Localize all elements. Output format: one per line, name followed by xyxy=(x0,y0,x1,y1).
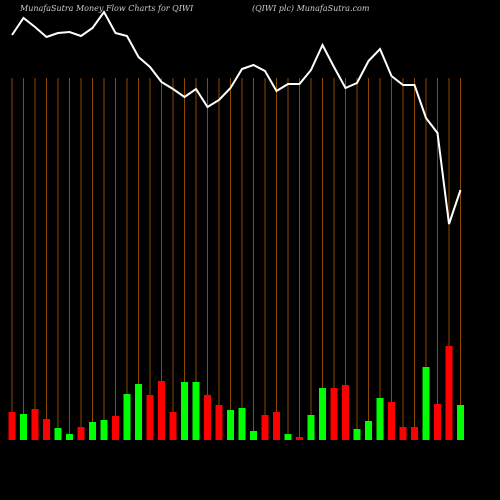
price-line xyxy=(11,10,462,225)
volume-bar xyxy=(330,388,338,440)
volume-bar xyxy=(422,367,430,440)
volume-bar xyxy=(365,421,372,440)
volume-bar xyxy=(100,420,108,440)
volume-bar xyxy=(123,394,131,440)
volume-bar xyxy=(376,398,384,440)
volume-bar xyxy=(399,427,407,440)
volume-bar xyxy=(227,410,234,440)
volume-bar xyxy=(135,384,142,440)
volume-bar xyxy=(296,437,303,440)
volume-bar xyxy=(261,415,269,440)
volume-bar xyxy=(31,409,39,440)
volume-bar xyxy=(112,416,119,440)
volume-bar xyxy=(411,427,418,440)
volume-bar xyxy=(204,395,211,440)
volume-bar xyxy=(342,385,349,440)
volume-bar xyxy=(146,395,154,440)
volume-bar xyxy=(43,419,50,440)
chart-title: MunafaSutra Money Flow Charts for QIWI xyxy=(19,4,194,13)
volume-bar xyxy=(284,434,292,440)
volume-bar xyxy=(192,382,200,440)
volume-bar xyxy=(388,402,395,440)
volume-bar xyxy=(319,388,326,440)
volume-bar xyxy=(20,414,27,440)
volume-bar xyxy=(457,405,464,440)
volume-bar xyxy=(158,381,165,440)
volume-bar xyxy=(169,412,177,440)
chart-subtitle: (QIWI plc) MunafaSutra.com xyxy=(252,4,370,13)
volume-bar xyxy=(434,404,441,440)
volume-bar xyxy=(181,382,188,440)
volume-bar xyxy=(273,412,280,440)
volume-bar xyxy=(54,428,62,440)
volume-bar xyxy=(445,346,453,440)
volume-bar xyxy=(307,415,315,440)
volume-bar xyxy=(353,429,361,440)
volume-bar xyxy=(89,422,96,440)
volume-bar xyxy=(215,405,223,440)
volume-bar xyxy=(250,431,257,440)
volume-bar xyxy=(8,412,16,440)
volume-bar xyxy=(238,408,246,440)
volume-bar xyxy=(77,427,85,440)
volume-bar xyxy=(66,434,73,440)
